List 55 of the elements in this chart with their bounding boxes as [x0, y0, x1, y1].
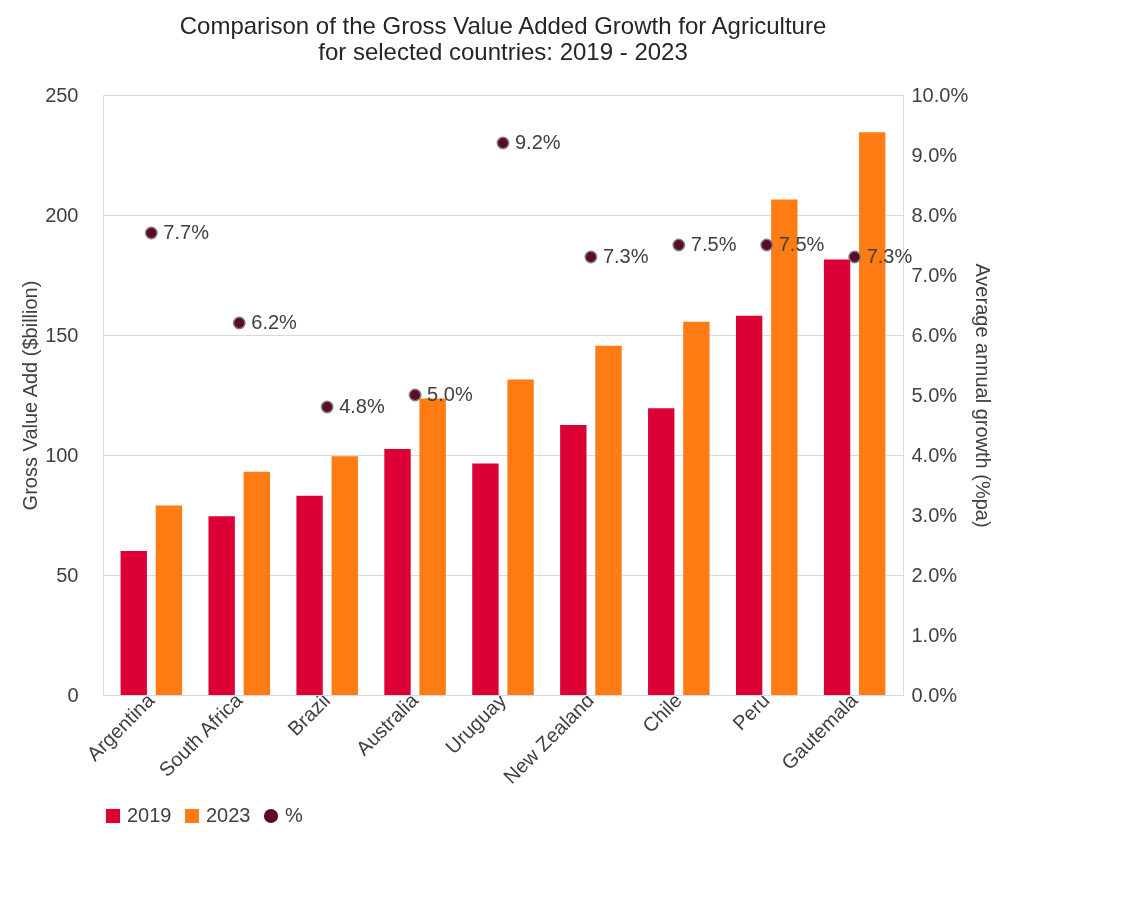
- y-tick-label: 100: [45, 443, 79, 466]
- data-label: 7.3%: [602, 245, 649, 267]
- bar: [560, 425, 587, 695]
- y2-tick-label: 3.0%: [911, 503, 958, 526]
- point: [672, 238, 686, 252]
- y-tick-label: 200: [45, 203, 79, 226]
- legend-label: 2019: [127, 804, 172, 826]
- y2-tick-label: 6.0%: [911, 323, 958, 346]
- y2-axis-title: Average annual growth (%pa): [972, 263, 995, 528]
- bar: [296, 495, 323, 695]
- bar: [683, 321, 710, 695]
- y2-tick-label: 5.0%: [911, 383, 958, 406]
- point: [584, 250, 598, 264]
- bar: [243, 471, 271, 695]
- data-label: 7.5%: [690, 233, 737, 255]
- x-tick-label: Peru: [728, 689, 774, 735]
- y-axis-title: Gross Value Add ($billion): [19, 280, 42, 511]
- point: [144, 226, 158, 240]
- data-label: 4.8%: [339, 395, 385, 417]
- bar: [208, 516, 235, 695]
- bar: [120, 551, 147, 695]
- y2-tick-label: 0.0%: [911, 683, 958, 706]
- point: [320, 400, 334, 414]
- y-tick-label: 50: [56, 563, 79, 586]
- point: [848, 250, 862, 264]
- y2-tick-label: 4.0%: [911, 443, 958, 466]
- data-label: 5.0%: [427, 383, 473, 405]
- legend-label: %: [285, 804, 303, 826]
- y2-tick-label: 9.0%: [911, 143, 958, 166]
- y-tick-label: 250: [45, 83, 79, 106]
- bar: [472, 463, 499, 695]
- data-label: 9.2%: [515, 131, 561, 153]
- bar: [384, 449, 411, 695]
- y2-tick-label: 1.0%: [911, 623, 958, 646]
- point: [496, 136, 510, 150]
- data-label: 6.2%: [251, 311, 298, 333]
- y2-tick-label: 2.0%: [911, 563, 958, 586]
- bar: [155, 505, 183, 695]
- bar: [735, 315, 763, 695]
- y2-tick-label: 8.0%: [911, 203, 958, 226]
- bar: [823, 259, 851, 695]
- point: [408, 388, 422, 402]
- bar: [507, 379, 534, 695]
- data-label: 7.7%: [163, 221, 210, 243]
- bar: [331, 456, 358, 695]
- y2-tick-label: 7.0%: [911, 263, 958, 286]
- bar: [595, 345, 622, 695]
- legend-label: 2023: [206, 804, 251, 826]
- chart-title: Comparison of the Gross Value Added Growth for Agriculture for selected countries: 2019 - 2023: [179, 12, 827, 65]
- y-tick-label: 150: [45, 323, 79, 346]
- y-tick-label: 0: [67, 683, 79, 706]
- bar: [648, 408, 675, 695]
- point: [232, 316, 246, 330]
- point: [760, 238, 774, 252]
- y2-tick-label: 10.0%: [911, 83, 969, 106]
